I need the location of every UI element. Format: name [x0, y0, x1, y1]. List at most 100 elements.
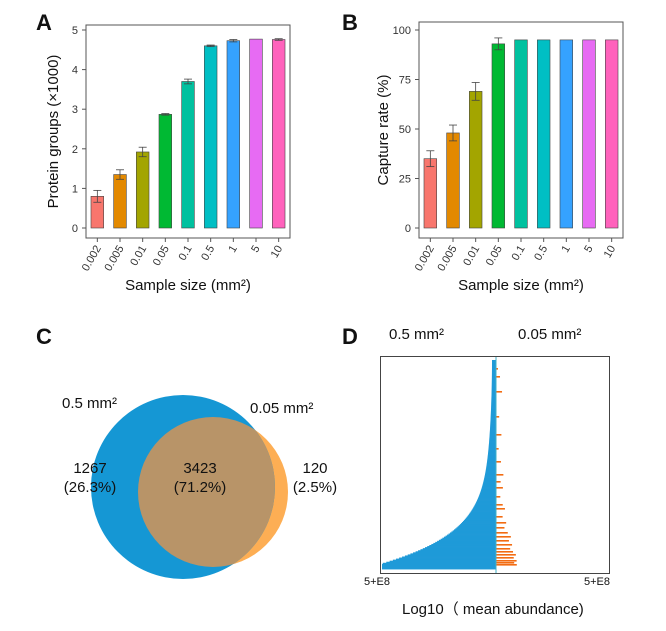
blue-abundance-bar: [431, 543, 496, 546]
blue-abundance-bar: [491, 378, 496, 381]
blue-abundance-bar: [491, 393, 496, 395]
blue-abundance-bar: [491, 382, 496, 385]
orange-abundance-bar: [496, 554, 516, 556]
abundance-left-label: 0.5 mm²: [389, 326, 445, 343]
blue-abundance-bar: [481, 487, 496, 489]
x-tick-label: 0.005: [102, 244, 126, 274]
bar: [605, 39, 619, 229]
blue-abundance-bar: [415, 551, 496, 553]
blue-abundance-bar: [477, 497, 496, 500]
blue-abundance-bar: [488, 451, 496, 454]
blue-abundance-bar: [491, 408, 496, 410]
blue-abundance-bar: [489, 428, 496, 431]
blue-abundance-bar: [418, 550, 496, 552]
blue-abundance-bar: [483, 480, 496, 482]
bar: [537, 39, 551, 229]
orange-abundance-bar: [496, 560, 517, 562]
blue-abundance-bar: [386, 561, 496, 564]
blue-abundance-bar: [489, 439, 496, 441]
blue-abundance-bar: [442, 537, 496, 540]
blue-abundance-bar: [488, 450, 496, 453]
y-axis-label: Capture rate (%): [375, 75, 392, 186]
blue-abundance-bar: [491, 376, 496, 379]
blue-abundance-bar: [491, 365, 496, 367]
blue-abundance-bar: [473, 507, 496, 509]
blue-abundance-bar: [487, 456, 496, 458]
y-tick-label: 50: [399, 124, 411, 136]
blue-abundance-bar: [471, 509, 496, 511]
blue-abundance-bar: [437, 540, 496, 543]
blue-abundance-bar: [491, 399, 496, 402]
blue-abundance-bar: [489, 430, 496, 432]
orange-abundance-bar: [496, 532, 508, 534]
venn-right-only-pct: (2.5%): [292, 479, 338, 496]
venn-overlap-count-value: 3423: [183, 460, 217, 477]
orange-abundance-bar: [496, 551, 514, 553]
blue-abundance-bar: [476, 500, 496, 502]
venn-overlap: [138, 417, 275, 567]
blue-abundance-bar: [458, 525, 496, 527]
blue-abundance-bar: [491, 384, 496, 386]
blue-abundance-bar: [488, 442, 496, 445]
blue-abundance-bar: [489, 438, 496, 440]
blue-abundance-bar: [476, 501, 496, 503]
blue-abundance-bar: [407, 554, 496, 556]
blue-abundance-bar: [491, 361, 496, 363]
orange-abundance-bar: [496, 544, 513, 546]
orange-abundance-bar: [496, 536, 511, 538]
blue-abundance-bar: [490, 414, 496, 416]
blue-abundance-bar: [491, 394, 496, 396]
blue-abundance-bar: [445, 535, 496, 538]
blue-abundance-bar: [491, 385, 496, 387]
blue-abundance-bar: [491, 368, 496, 370]
blue-abundance-bar: [488, 444, 496, 447]
venn-diagram: [91, 395, 288, 579]
blue-abundance-bar: [475, 503, 496, 505]
blue-abundance-bar: [488, 443, 496, 446]
blue-abundance-bar: [491, 369, 496, 371]
blue-abundance-bar: [491, 388, 496, 390]
orange-abundance-bar: [496, 564, 517, 566]
bar: [491, 43, 505, 229]
panel-letter-d: D: [342, 324, 358, 349]
blue-abundance-bar: [483, 482, 496, 484]
x-tick-label: 0.005: [435, 244, 459, 274]
x-tick-label: 1: [559, 244, 572, 255]
bar: [272, 39, 286, 229]
blue-abundance-bar: [422, 548, 496, 550]
x-tick-label: 10: [602, 244, 619, 261]
x-tick-label: 0.01: [128, 244, 149, 269]
blue-abundance-bar: [410, 553, 496, 555]
blue-abundance-bar: [452, 530, 496, 532]
venn-right-label: 0.05 mm²: [250, 400, 314, 417]
blue-abundance-bar: [490, 412, 496, 414]
x-tick-label: 5: [249, 244, 262, 255]
bar: [582, 39, 596, 229]
blue-abundance-bar: [490, 424, 496, 427]
x-tick-label: 0.002: [80, 244, 104, 274]
blue-abundance-bar: [485, 472, 496, 475]
blue-abundance-bar: [491, 397, 496, 400]
blue-abundance-bar: [488, 446, 496, 449]
blue-abundance-bar: [489, 433, 496, 435]
blue-abundance-bar: [491, 402, 496, 405]
blue-abundance-bar: [479, 493, 496, 496]
blue-abundance-bar: [489, 435, 496, 437]
orange-abundance-bar: [496, 416, 500, 418]
blue-abundance-bar: [420, 549, 496, 551]
blue-abundance-bar: [473, 506, 496, 508]
blue-abundance-bar: [482, 485, 496, 487]
blue-abundance-bar: [490, 409, 496, 411]
blue-abundance-bar: [491, 407, 496, 409]
blue-abundance-bar: [443, 536, 496, 539]
blue-abundance-bar: [382, 563, 496, 566]
abundance-right-tick: 5+E8: [584, 576, 610, 588]
blue-abundance-bar: [468, 513, 496, 516]
blue-abundance-bar: [491, 387, 496, 389]
blue-abundance-bar: [487, 457, 496, 459]
blue-abundance-bar: [489, 431, 496, 433]
panel-letter-a: A: [36, 10, 52, 35]
blue-abundance-bar: [490, 421, 496, 424]
blue-abundance-bar: [451, 531, 496, 533]
blue-abundance-bar: [487, 454, 496, 456]
